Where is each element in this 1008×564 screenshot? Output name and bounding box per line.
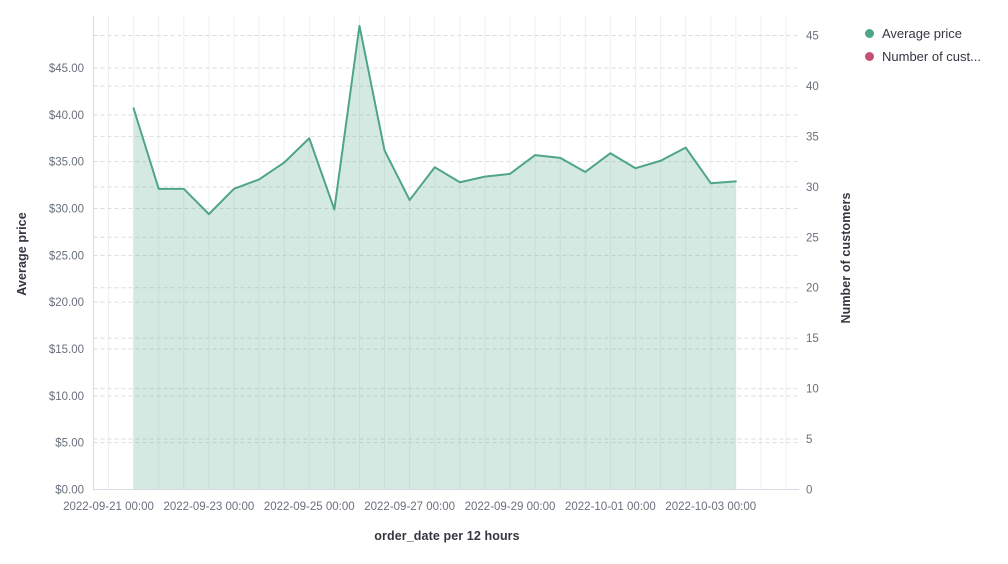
horizontal-gridlines: [93, 35, 799, 490]
right-tick-label: 35: [806, 131, 819, 143]
axis-lines: [93, 16, 799, 490]
right-tick-label: 45: [806, 31, 819, 43]
left-axis-tick-labels: $0.00 $5.00 $10.00 $15.00 $20.00 $25.00 $30.00…: [49, 63, 84, 497]
right-tick-label: 15: [806, 333, 819, 345]
right-tick-label: 10: [806, 384, 819, 396]
x-tick-label: 2022-10-01 00:00: [565, 501, 656, 513]
left-tick-label: $15.00: [49, 344, 84, 356]
x-tick-label: 2022-09-29 00:00: [465, 501, 556, 513]
area-line: [132, 24, 737, 216]
legend-item-average-price[interactable]: Average price: [865, 25, 981, 41]
x-axis-tick-labels: 2022-09-21 00:00 2022-09-23 00:00 2022-09-…: [63, 501, 756, 513]
right-tick-label: 5: [806, 434, 812, 446]
right-tick-label: 0: [806, 485, 812, 497]
vertical-gridlines: [108, 16, 787, 490]
legend-item-number-of-cust[interactable]: Number of cust...: [865, 48, 981, 64]
right-tick-label: 25: [806, 232, 819, 244]
x-tick-label: 2022-09-25 00:00: [264, 501, 355, 513]
left-tick-label: $10.00: [49, 391, 84, 403]
left-tick-label: $5.00: [55, 438, 84, 450]
x-tick-label: 2022-09-23 00:00: [163, 501, 254, 513]
left-tick-label: $45.00: [49, 63, 84, 75]
legend-series-dot-icon: [865, 51, 874, 61]
legend-item-label: Number of cust...: [882, 48, 981, 64]
x-tick-label: 2022-10-03 00:00: [665, 501, 756, 513]
x-axis-title: order_date per 12 hours: [374, 529, 520, 543]
right-tick-label: 30: [806, 182, 819, 194]
left-tick-label: $35.00: [49, 157, 84, 169]
right-axis-title: Number of customers: [839, 192, 853, 324]
x-tick-label: 2022-09-27 00:00: [364, 501, 455, 513]
legend: Average price Number of cust...: [865, 25, 981, 64]
left-tick-label: $30.00: [49, 204, 84, 216]
left-axis-title: Average price: [15, 212, 29, 296]
left-tick-label: $20.00: [49, 297, 84, 309]
legend-series-dot-icon: [865, 28, 874, 38]
right-axis-tick-labels: 0 5 10 15 20 25 30 35 40 45: [806, 31, 819, 497]
right-tick-label: 20: [806, 283, 819, 295]
area-fill: [133, 25, 736, 490]
left-tick-label: $0.00: [55, 485, 84, 497]
legend-item-label: Average price: [882, 25, 962, 41]
series-average-price: [132, 24, 737, 490]
x-tick-label: 2022-09-21 00:00: [63, 501, 154, 513]
right-tick-label: 40: [806, 81, 819, 93]
left-tick-label: $40.00: [49, 110, 84, 122]
left-tick-label: $25.00: [49, 250, 84, 262]
